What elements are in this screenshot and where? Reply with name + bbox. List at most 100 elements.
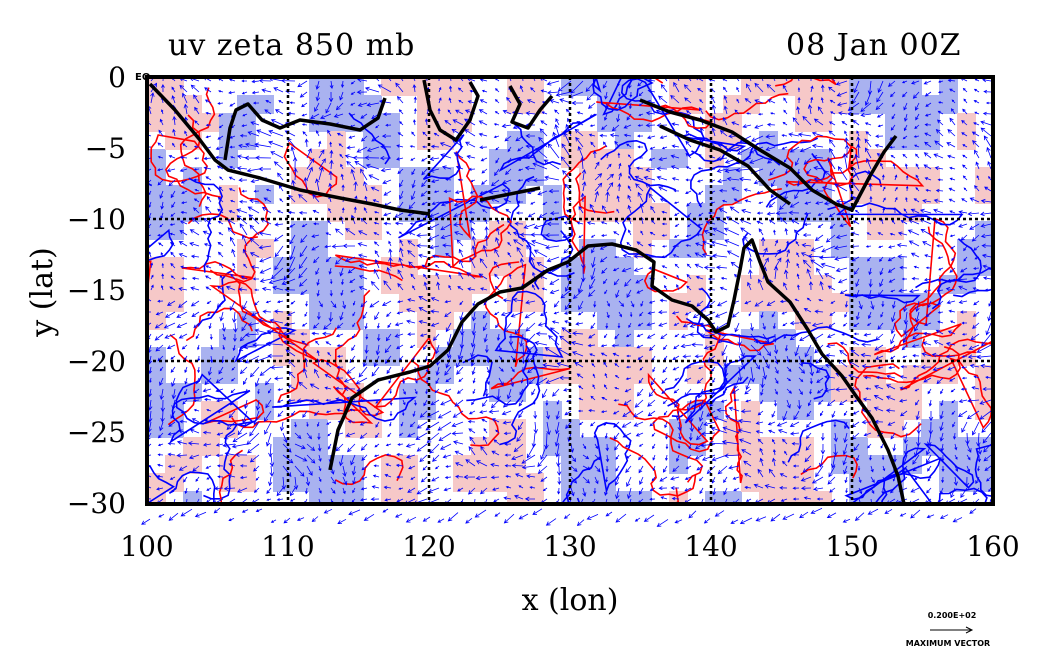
wind-vector: [876, 91, 884, 103]
wind-vector: [328, 267, 332, 275]
wind-vector: [407, 332, 416, 337]
wind-vector: [864, 138, 872, 148]
wind-vector: [395, 463, 404, 468]
wind-vector: [312, 209, 320, 214]
wind-vector: [582, 465, 591, 471]
wind-vector: [833, 443, 838, 457]
wind-vector: [276, 497, 284, 502]
wind-vector: [725, 216, 740, 225]
wind-vector: [578, 234, 584, 238]
wind-vector: [171, 388, 177, 400]
wind-vector: [157, 179, 164, 186]
wind-vector: [195, 333, 200, 340]
wind-vector: [480, 445, 488, 456]
wind-vector: [615, 513, 627, 523]
wind-vector: [674, 223, 680, 227]
wind-vector: [170, 241, 176, 247]
wind-vector: [674, 263, 680, 269]
wind-vector: [825, 234, 836, 243]
positive-vorticity-area: [435, 95, 454, 114]
positive-vorticity-area: [597, 167, 616, 186]
wind-vector: [867, 311, 872, 320]
wind-vector: [256, 129, 272, 137]
wind-vector: [735, 167, 752, 173]
positive-vorticity-area: [327, 401, 346, 420]
wind-vector: [947, 366, 956, 371]
wind-vector: [605, 465, 609, 473]
negative-vorticity-area: [795, 401, 814, 420]
wind-vector: [858, 300, 863, 310]
positive-vorticity-area: [741, 77, 760, 96]
wind-vector: [614, 363, 620, 368]
wind-vector: [847, 111, 860, 117]
wind-vector: [927, 432, 932, 447]
wind-vector: [592, 150, 597, 159]
wind-vector: [744, 388, 752, 395]
wind-vector: [180, 508, 193, 517]
wind-vector: [792, 117, 800, 126]
wind-vector: [182, 399, 188, 405]
wind-vector: [279, 421, 285, 432]
wind-vector: [700, 443, 716, 448]
wind-vector: [902, 333, 908, 344]
negative-vorticity-area: [237, 113, 256, 132]
wind-vector: [325, 102, 332, 114]
wind-vector: [318, 300, 323, 308]
wind-vector: [325, 232, 332, 236]
wind-vector-overflow: [141, 507, 977, 527]
wind-vector: [659, 476, 668, 482]
positive-vorticity-area: [795, 113, 814, 132]
wind-vector: [698, 410, 704, 422]
wind-vector: [958, 210, 968, 215]
wind-vector: [483, 428, 488, 434]
wind-vector: [661, 146, 668, 150]
positive-vorticity-area: [345, 167, 364, 186]
wind-vector: [971, 234, 980, 242]
wind-vector: [361, 465, 368, 471]
wind-vector: [852, 220, 860, 225]
wind-vector: [834, 183, 848, 192]
wind-vector: [744, 98, 752, 104]
wind-vector: [581, 267, 586, 283]
wind-vector: [170, 262, 176, 269]
positive-contour-line: [455, 151, 479, 240]
wind-vector: [318, 158, 326, 170]
wind-vector: [802, 115, 812, 126]
wind-vector: [444, 366, 452, 376]
wind-vector: [318, 476, 322, 483]
wind-vector: [754, 124, 764, 129]
wind-vector: [520, 377, 524, 384]
negative-vorticity-area: [597, 491, 616, 504]
wind-vector: [877, 366, 884, 369]
positive-vorticity-area: [345, 419, 364, 438]
wind-vector: [325, 398, 332, 402]
wind-vector: [912, 465, 920, 472]
wind-vector: [556, 362, 572, 368]
wind-vector: [486, 377, 490, 386]
wind-vector: [762, 366, 767, 380]
wind-vector: [603, 113, 608, 121]
wind-vector: [236, 208, 248, 214]
wind-vector: [828, 121, 836, 126]
wind-vector: [605, 476, 609, 483]
wind-vector: [231, 443, 248, 449]
positive-vorticity-area: [507, 473, 526, 492]
wind-vector: [867, 289, 872, 300]
wind-vector: [652, 443, 656, 450]
wind-vector: [394, 221, 404, 226]
wind-vector: [532, 162, 548, 170]
wind-vector: [406, 308, 416, 313]
wind-vector: [482, 399, 488, 407]
wind-vector: [555, 91, 572, 97]
wind-vector: [910, 509, 921, 519]
wind-vector: [890, 432, 896, 440]
wind-vector: [229, 135, 236, 139]
positive-vorticity-area: [831, 383, 850, 402]
wind-vector: [723, 377, 728, 387]
wind-vector: [844, 144, 850, 159]
y-tick-label: −15: [67, 274, 126, 307]
wind-vector: [399, 432, 404, 436]
wind-vector: [251, 79, 260, 84]
wind-vector: [683, 84, 692, 93]
positive-vorticity-area: [885, 221, 904, 240]
